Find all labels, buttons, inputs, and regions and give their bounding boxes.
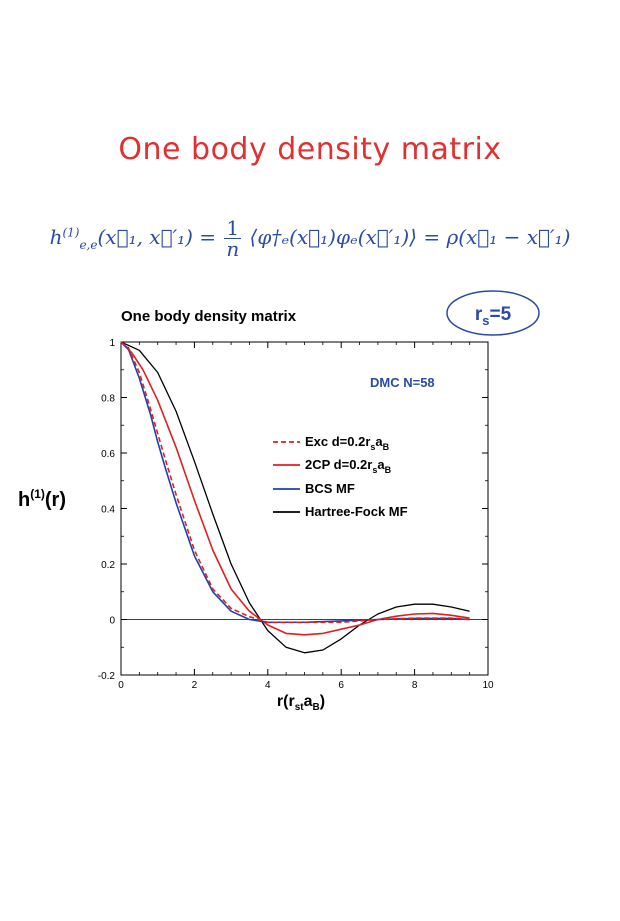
series-line-0 — [120, 341, 470, 624]
legend-label-2: BCS MF — [305, 481, 355, 496]
y-tick-label: 0.4 — [101, 505, 115, 516]
x-tick-label: 2 — [192, 680, 198, 691]
y-tick-label: 0.8 — [101, 394, 115, 405]
x-tick-label: 6 — [338, 680, 344, 691]
y-tick-label: 0 — [109, 616, 115, 627]
equation-lhs-sup: (1) — [62, 225, 80, 240]
x-tick-label: 4 — [265, 680, 271, 691]
y-tick-label: 0.2 — [101, 560, 115, 571]
legend-label-0: Exc d=0.2rsaB — [305, 434, 390, 452]
slide-title: One body density matrix — [118, 132, 502, 167]
legend: Exc d=0.2rsaB 2CP d=0.2rsaB BCS MF Hartree-… — [273, 434, 408, 519]
equation-frac-den: n — [226, 237, 240, 261]
equation-lhs-sub: e,e — [79, 238, 98, 252]
chart-title: One body density matrix — [121, 308, 297, 325]
series-line-1 — [120, 341, 470, 636]
dmc-annotation: DMC N=58 — [370, 375, 435, 390]
equation-frac-num: 1 — [224, 216, 242, 240]
y-tick-label: 0.6 — [101, 449, 115, 460]
x-axis-label: r(rstaB) — [277, 693, 325, 713]
x-tick-label: 0 — [118, 680, 124, 691]
rs-badge-outline — [446, 290, 540, 336]
series-line-3 — [120, 341, 470, 654]
y-axis-label: h(1)(r) — [18, 487, 66, 511]
series-line-2 — [120, 341, 470, 624]
y-tick-label: 1 — [109, 338, 115, 349]
legend-label-3: Hartree-Fock MF — [305, 504, 408, 519]
x-tick-label: 10 — [482, 680, 494, 691]
equation-lhs: h — [49, 225, 63, 249]
series-layer — [120, 341, 470, 654]
rs-badge-label: rs=5 — [475, 304, 512, 328]
equation-rhs: ⟨φ†ₑ(x⃗₁)φₑ(x⃗′₁)⟩ = ρ(x⃗₁ − x⃗′₁) — [249, 225, 571, 249]
ticks-layer: 0 2 4 6 8 10-0.200.20.40.60.81 — [98, 338, 494, 691]
y-tick-label: -0.2 — [98, 671, 116, 682]
legend-label-1: 2CP d=0.2rsaB — [305, 457, 392, 475]
x-tick-label: 8 — [412, 680, 418, 691]
rs-badge: rs=5 — [446, 290, 540, 336]
equation-lhs-args: (x⃗₁, x⃗′₁) = — [97, 225, 217, 249]
